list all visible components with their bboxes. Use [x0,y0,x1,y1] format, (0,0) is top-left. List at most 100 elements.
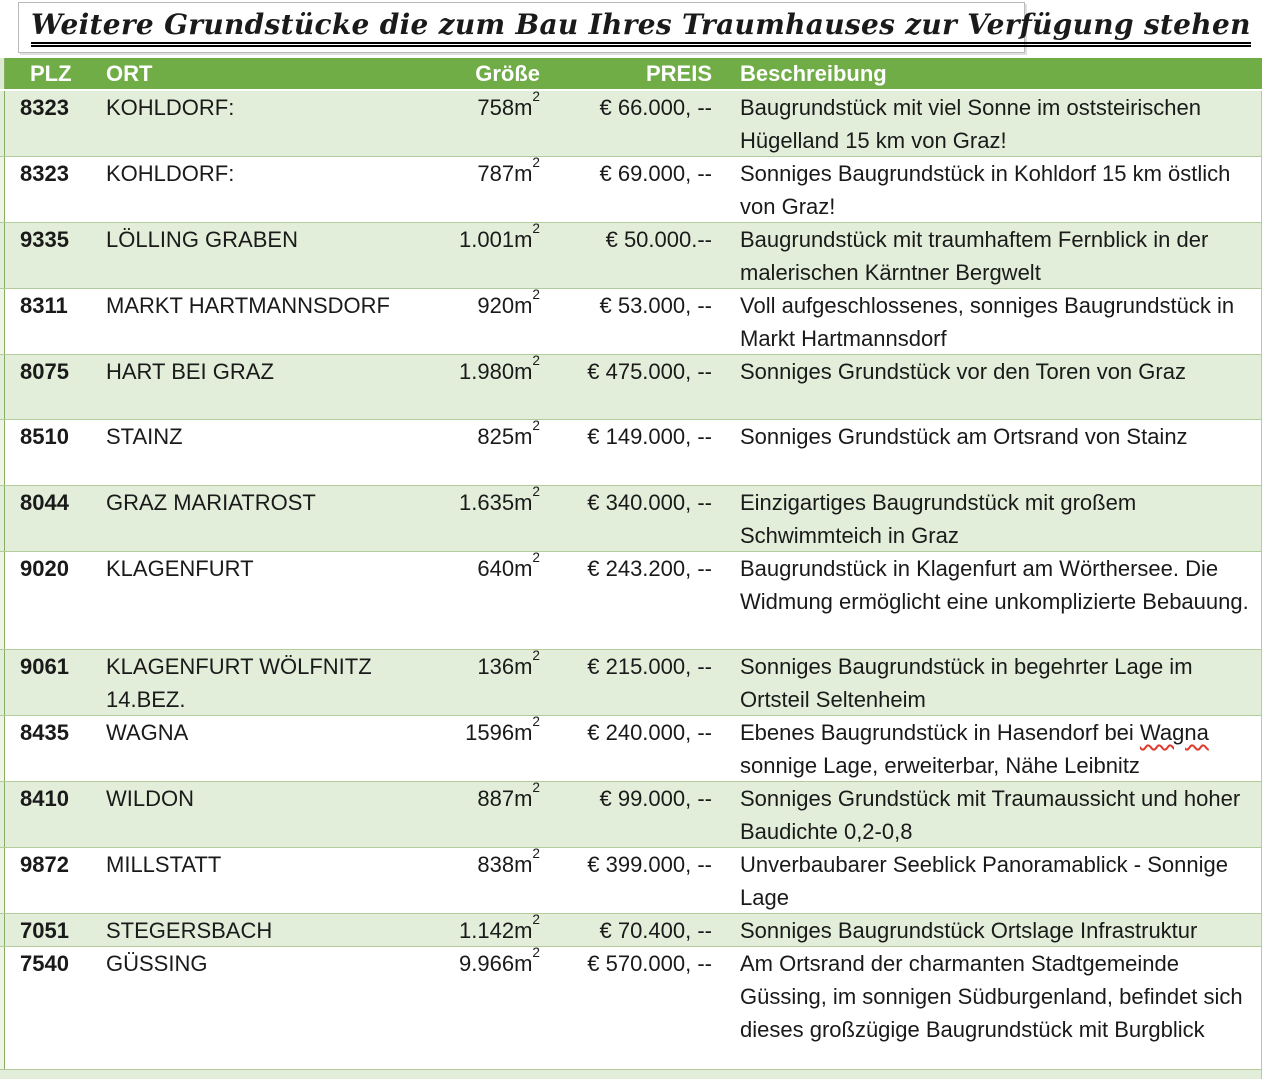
table-row: 7051 STEGERSBACH 1.142m2 € 70.400, -- Sonnig… [0,914,1262,947]
beschreibung-cell: Baugrundstück in Klagenfurt am Wörtherse… [740,556,1249,614]
table-row: 8323 KOHLDORF: 787m2 € 69.000, -- Sonniges B… [0,157,1262,223]
table-row: 8435 WAGNA 1596m2 € 240.000, -- Ebenes Baugr… [0,716,1262,782]
beschreibung-cell: Unverbaubarer Seeblick Panoramablick - S… [740,852,1228,910]
plz-cell: 8510 [20,424,69,449]
ort-cell: MARKT HARTMANNSDORF [106,293,390,318]
plz-cell: 9020 [20,556,69,581]
table-body: 8323 KOHLDORF: 758m2 € 66.000, -- Baugrundst… [0,91,1262,1070]
ort-cell: MILLSTATT [106,852,222,877]
plz-cell: 7540 [20,951,69,976]
ort-cell: GÜSSING [106,951,208,976]
groesse-cell: 787m2 [477,157,540,186]
plz-cell: 8311 [20,293,68,318]
plz-cell: 9335 [20,227,69,252]
table-row: 9335 LÖLLING GRABEN 1.001m2 € 50.000.-- Baug… [0,223,1262,289]
groesse-cell: 920m2 [477,289,540,318]
beschreibung-cell: Baugrundstück mit viel Sonne im oststeir… [740,95,1201,153]
row-sliver [0,716,5,781]
groesse-cell: 758m2 [477,91,540,120]
column-header-beschreibung: Beschreibung [740,61,887,86]
beschreibung-cell: Einzigartiges Baugrundstück mit großem S… [740,490,1137,548]
groesse-cell: 825m2 [477,420,540,449]
beschreibung-cell: Sonniges Baugrundstück in Kohldorf 15 km… [740,161,1231,219]
preis-cell: € 240.000, -- [587,720,712,745]
column-header-groesse: Größe [475,61,540,86]
beschreibung-cell: Sonniges Grundstück vor den Toren von Gr… [740,359,1186,384]
beschreibung-cell: Voll aufgeschlossenes, sonniges Baugrund… [740,293,1235,351]
document-title-box: Weitere Grundstücke die zum Bau Ihres Tr… [18,2,1251,53]
table-row: 9020 KLAGENFURT 640m2 € 243.200, -- Baugrund… [0,552,1262,650]
beschreibung-cell: Sonniges Baugrundstück in begehrter Lage… [740,654,1193,712]
groesse-cell: 1.980m2 [459,355,540,384]
column-header-plz: PLZ [30,61,72,86]
ort-cell: KOHLDORF: [106,95,235,120]
row-sliver [0,420,5,485]
table-row: 8044 GRAZ MARIATROST 1.635m2 € 340.000, -- E… [0,486,1262,552]
ort-cell: GRAZ MARIATROST [106,490,316,515]
table-row: 9872 MILLSTATT 838m2 € 399.000, -- Unverbaub… [0,848,1262,914]
preis-cell: € 570.000, -- [587,951,712,976]
column-header-ort: ORT [106,61,153,86]
ort-cell: STAINZ [106,424,183,449]
ort-cell: HART BEI GRAZ [106,359,274,384]
table-row: 8311 MARKT HARTMANNSDORF 920m2 € 53.000, --… [0,289,1262,355]
preis-cell: € 243.200, -- [587,556,712,581]
plz-cell: 9061 [20,654,69,679]
preis-cell: € 149.000, -- [587,424,712,449]
ort-cell: KLAGENFURT [106,556,254,581]
plz-cell: 7051 [20,918,69,943]
preis-cell: € 340.000, -- [587,490,712,515]
ort-cell: KLAGENFURT WÖLFNITZ 14.BEZ. [106,654,372,712]
row-sliver [0,289,5,354]
row-sliver [0,650,5,715]
row-sliver [0,552,5,649]
groesse-cell: 1.142m2 [459,914,540,943]
preis-cell: € 69.000, -- [599,161,712,186]
table-row: 8510 STAINZ 825m2 € 149.000, -- Sonniges Gru… [0,420,1262,486]
groesse-cell: 1.635m2 [459,486,540,515]
ort-cell: WAGNA [106,720,189,745]
row-sliver [0,782,5,847]
plz-cell: 8044 [20,490,69,515]
plz-cell: 8410 [20,786,69,811]
plz-cell: 8323 [20,95,69,120]
groesse-cell: 136m2 [477,650,540,679]
preis-cell: € 99.000, -- [599,786,712,811]
groesse-cell: 640m2 [477,552,540,581]
plz-cell: 8323 [20,161,69,186]
ort-cell: WILDON [106,786,194,811]
row-sliver [0,355,5,419]
listings-table: PLZ ORT Größe PREIS Beschreibung 8323 KOH… [0,58,1262,1079]
table-row: 7540 GÜSSING 9.966m2 € 570.000, -- Am Ortsra… [0,947,1262,1070]
preis-cell: € 66.000, -- [599,95,712,120]
row-sliver [0,914,5,946]
groesse-cell: 838m2 [477,848,540,877]
table-row: 8410 WILDON 887m2 € 99.000, -- Sonniges Grun… [0,782,1262,848]
document-title: Weitere Grundstücke die zum Bau Ihres Tr… [31,8,1251,47]
ort-cell: KOHLDORF: [106,161,235,186]
row-sliver [0,223,5,288]
groesse-cell: 887m2 [477,782,540,811]
preis-cell: € 215.000, -- [587,654,712,679]
row-sliver [0,947,5,1069]
row-sliver [0,157,5,222]
table-row: 9061 KLAGENFURT WÖLFNITZ 14.BEZ. 136m2 € 21… [0,650,1262,716]
row-sliver [0,91,5,156]
plz-cell: 9872 [20,852,69,877]
preis-cell: € 50.000.-- [605,227,712,252]
preis-cell: € 475.000, -- [587,359,712,384]
row-sliver [0,486,5,551]
preis-cell: € 399.000, -- [587,852,712,877]
ort-cell: LÖLLING GRABEN [106,227,298,252]
beschreibung-cell: Baugrundstück mit traumhaftem Fernblick … [740,227,1209,285]
column-header-preis: PREIS [645,61,712,86]
beschreibung-cell: Am Ortsrand der charmanten Stadtgemeinde… [740,951,1243,1042]
preis-cell: € 53.000, -- [599,293,712,318]
groesse-cell: 9.966m2 [459,947,540,976]
header-sliver [0,58,5,89]
beschreibung-cell: Sonniges Baugrundstück Ortslage Infrastr… [740,918,1198,943]
ort-cell: STEGERSBACH [106,918,273,943]
groesse-cell: 1.001m2 [459,223,540,252]
beschreibung-cell: Ebenes Baugrundstück in Hasendorf bei Wa… [740,720,1209,778]
